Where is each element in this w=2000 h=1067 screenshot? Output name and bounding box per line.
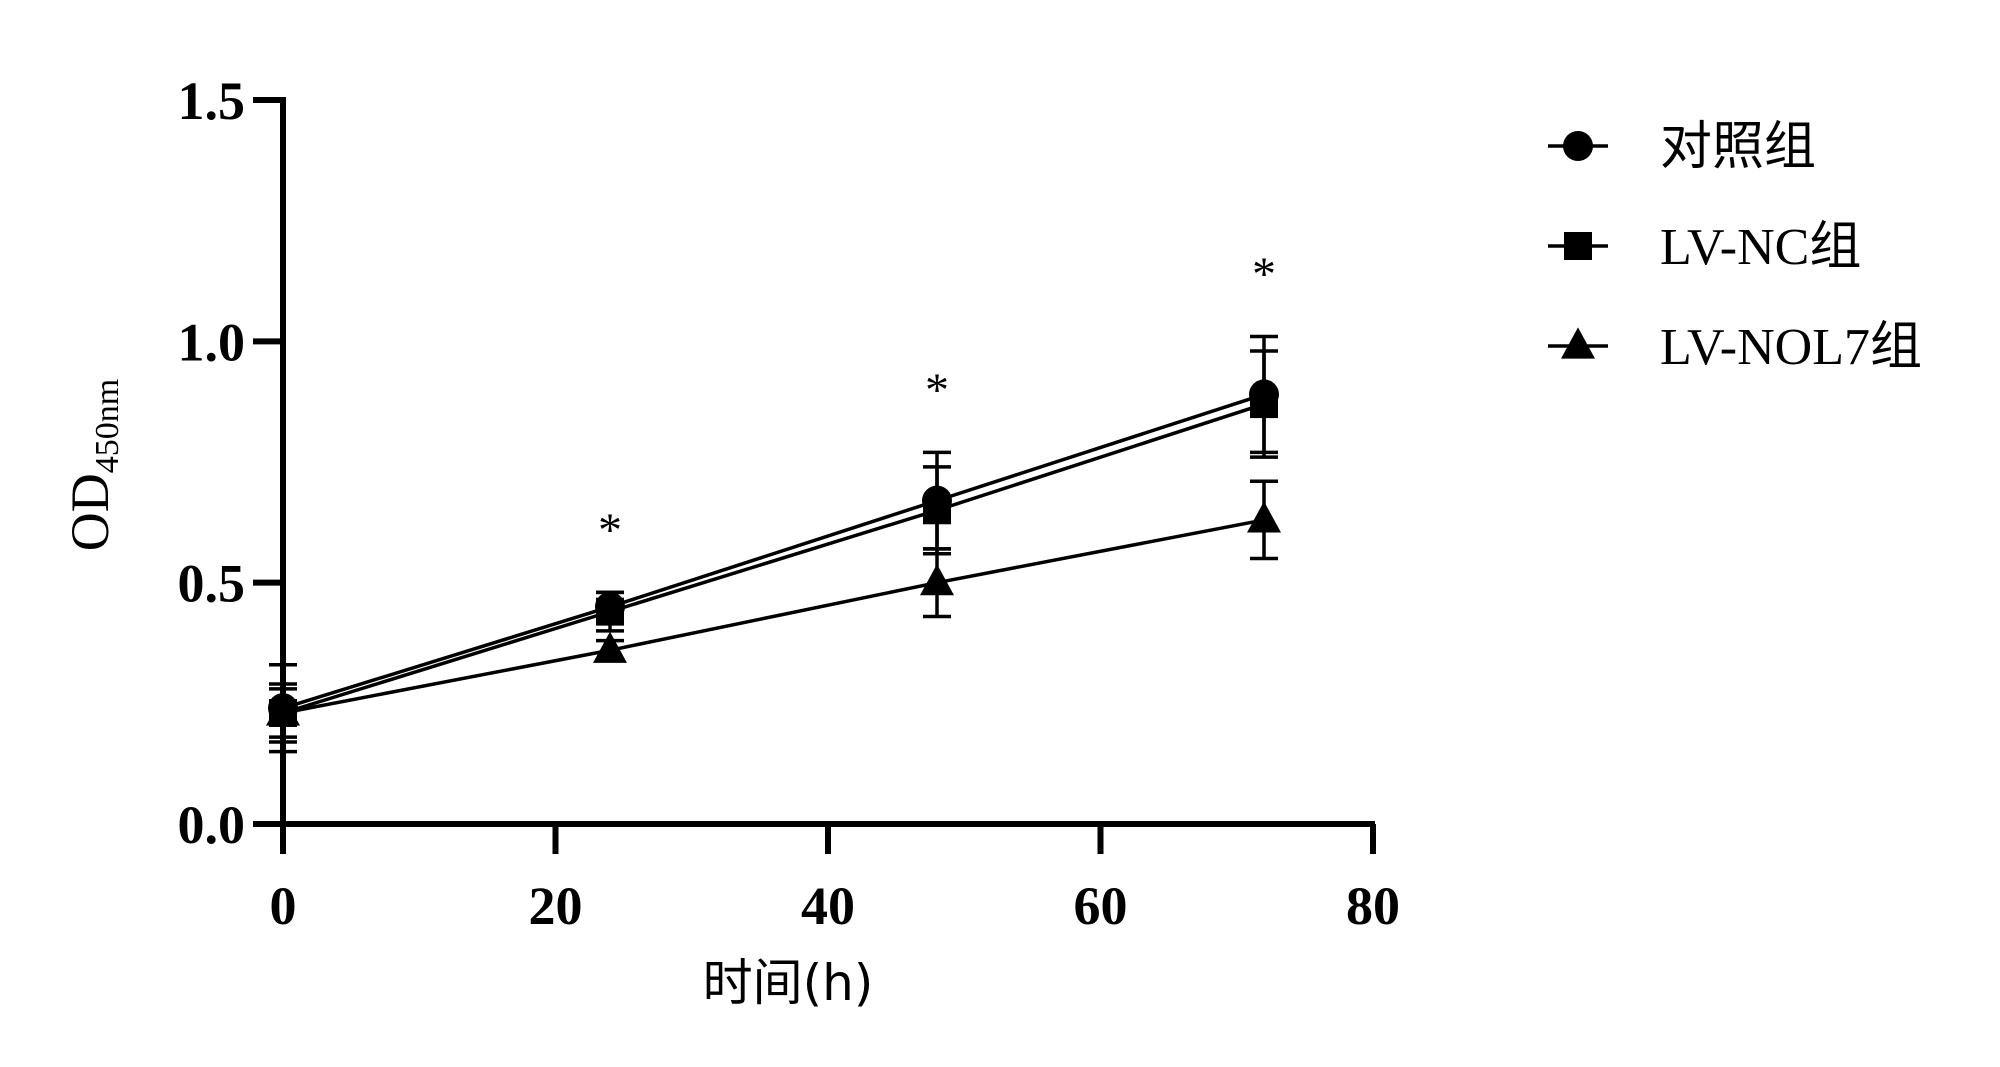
significance-mark: * <box>598 504 622 557</box>
y-tick-label: 1.5 <box>178 71 246 131</box>
y-tick-label: 1.0 <box>178 312 246 372</box>
legend-label: LV-NC组 <box>1660 219 1861 276</box>
x-axis-title: 时间(h) <box>703 954 874 1012</box>
y-tick-label: 0.0 <box>178 795 246 855</box>
legend-item: LV-NOL7组 <box>1548 319 1922 376</box>
data-point <box>923 496 951 525</box>
annotations-layer: * * * <box>598 248 1276 557</box>
legend-label: LV-NOL7组 <box>1660 319 1922 376</box>
y-axis-title-subscript: 450nm <box>89 379 126 473</box>
series-triangle <box>266 479 1281 739</box>
legend: 对照组 LV-NC组 LV-NOL7组 <box>1548 119 1922 376</box>
series-line <box>282 402 1265 715</box>
x-tick-label: 80 <box>1346 876 1400 936</box>
data-point <box>596 597 624 626</box>
y-axis-title-main: OD <box>60 473 120 551</box>
data-point <box>1247 501 1281 533</box>
y-axis-title: OD450nm <box>60 379 126 551</box>
x-tick-label: 60 <box>1074 876 1128 936</box>
series-line <box>282 392 1265 710</box>
series-circle <box>268 334 1279 754</box>
legend-label: 对照组 <box>1660 119 1816 176</box>
legend-item: 对照组 <box>1548 119 1816 176</box>
data-point <box>1250 390 1278 419</box>
legend-marker <box>1564 232 1592 260</box>
legend-item: LV-NC组 <box>1548 219 1861 276</box>
data-point <box>593 631 627 663</box>
series-layer <box>266 334 1281 754</box>
significance-mark: * <box>1252 248 1276 301</box>
axes-layer: 0 20 40 60 80 0.0 0.5 1.0 1.5 <box>178 71 1401 936</box>
series-line <box>282 518 1265 715</box>
y-tick-label: 0.5 <box>178 554 246 614</box>
series-square <box>269 349 1278 744</box>
x-tick-label: 20 <box>529 876 583 936</box>
x-tick-label: 0 <box>270 876 297 936</box>
x-tick-label: 40 <box>801 876 855 936</box>
significance-mark: * <box>925 364 949 417</box>
legend-marker <box>1561 327 1595 359</box>
data-point <box>920 564 954 596</box>
legend-marker <box>1563 131 1593 161</box>
